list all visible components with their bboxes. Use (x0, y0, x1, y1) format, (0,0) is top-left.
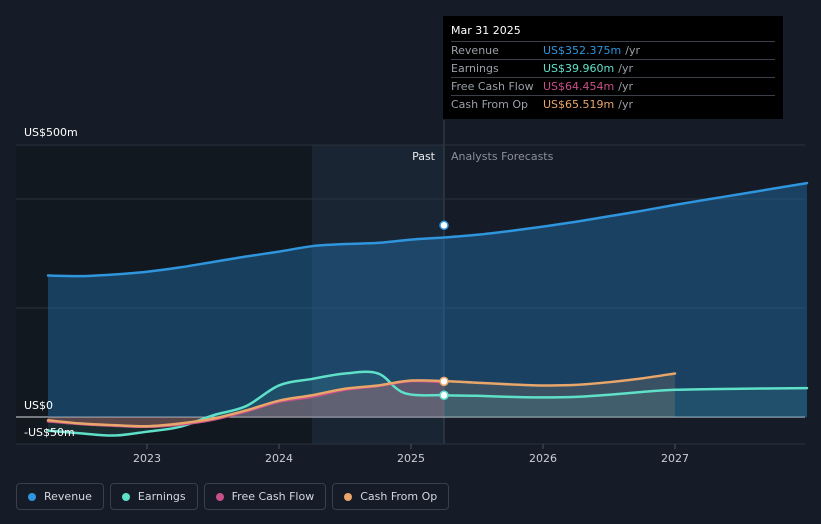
cash-from-op-point (439, 376, 449, 387)
tooltip-value: US$64.454m (543, 80, 615, 93)
tooltip-unit: /yr (618, 80, 633, 93)
x-tick-label: 2027 (661, 452, 689, 465)
legend-item-free-cash-flow[interactable]: Free Cash Flow (203, 483, 327, 510)
free-cash-flow-area (48, 380, 444, 427)
tooltip-unit: /yr (618, 62, 633, 75)
x-tick-label: 2023 (133, 452, 161, 465)
x-tick-label: 2024 (265, 452, 293, 465)
earnings-line (46, 370, 809, 437)
y-label-top: US$500m (24, 126, 78, 139)
tooltip-value: US$352.375m (543, 44, 622, 57)
legend: Revenue Earnings Free Cash Flow Cash Fro… (16, 483, 450, 510)
tooltip-value: US$39.960m (543, 62, 615, 75)
tooltip-value: US$65.519m (543, 98, 615, 111)
tooltip-row-cash-from-op: Cash From Op US$65.519m /yr (451, 95, 775, 113)
x-tick-label: 2025 (397, 452, 425, 465)
legend-label: Earnings (137, 490, 186, 503)
x-tick-label: 2026 (529, 452, 557, 465)
tooltip-label: Free Cash Flow (451, 80, 534, 93)
tooltip-row-free-cash-flow: Free Cash Flow US$64.454m /yr (451, 77, 775, 95)
cash-from-op-line (46, 372, 677, 428)
tooltip-label: Cash From Op (451, 98, 529, 111)
legend-dot-icon (28, 492, 36, 501)
tooltip-date: Mar 31 2025 (451, 24, 521, 37)
past-label: Past (412, 150, 436, 163)
tooltip-unit: /yr (625, 44, 640, 57)
tooltip-label: Earnings (451, 62, 499, 75)
legend-dot-icon (121, 492, 130, 501)
earnings-area (48, 371, 807, 436)
revenue-point (439, 220, 449, 231)
legend-dot-icon (215, 492, 224, 501)
legend-item-earnings[interactable]: Earnings (109, 483, 198, 510)
cash-from-op-area (48, 373, 675, 427)
tooltip-unit: /yr (618, 98, 633, 111)
revenue-area (48, 183, 807, 417)
legend-item-cash-from-op[interactable]: Cash From Op (332, 483, 450, 510)
tooltip-row-earnings: Earnings US$39.960m /yr (451, 59, 775, 77)
tooltip: Mar 31 2025 Revenue US$352.375m /yr Earn… (443, 16, 783, 119)
legend-label: Cash From Op (360, 490, 438, 503)
legend-item-revenue[interactable]: Revenue (16, 483, 104, 510)
revenue-line (46, 181, 809, 278)
y-label-neg: -US$50m (24, 426, 75, 439)
tooltip-label: Revenue (451, 44, 499, 57)
legend-label: Revenue (44, 490, 92, 503)
legend-dot-icon (344, 492, 353, 501)
earnings-point (439, 390, 449, 401)
tooltip-row-revenue: Revenue US$352.375m /yr (451, 41, 775, 59)
forecast-label: Analysts Forecasts (451, 150, 554, 163)
y-label-zero: US$0 (24, 399, 53, 412)
legend-label: Free Cash Flow (231, 490, 315, 503)
